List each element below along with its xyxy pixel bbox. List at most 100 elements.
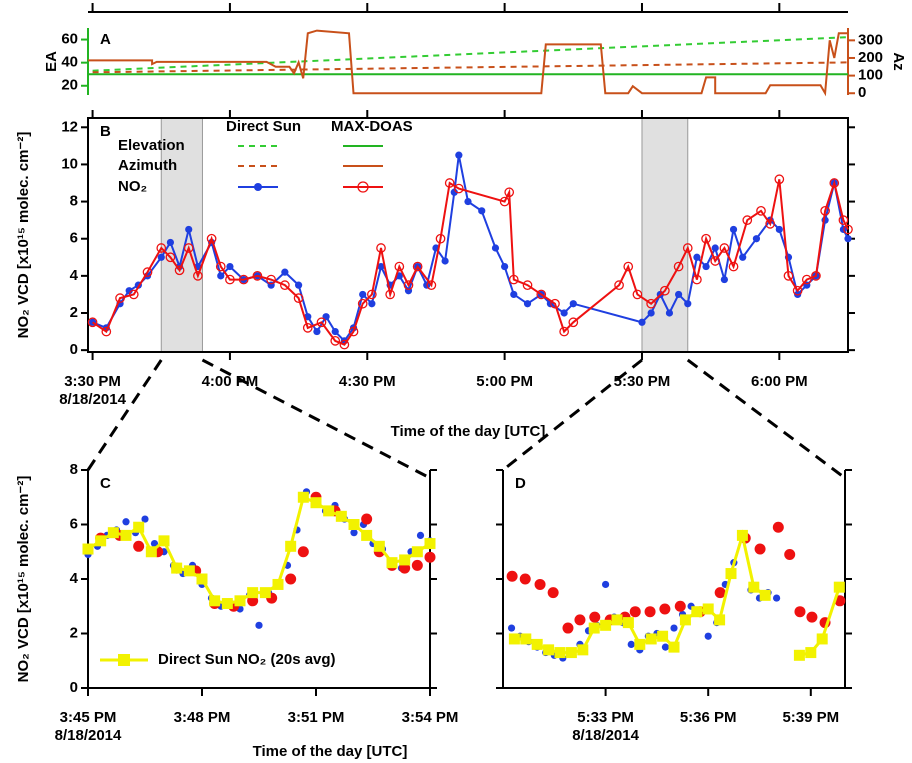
point xyxy=(508,274,519,285)
point xyxy=(682,243,693,253)
point xyxy=(285,540,297,552)
point xyxy=(464,197,472,206)
point xyxy=(297,491,309,503)
point xyxy=(661,643,670,651)
point xyxy=(719,243,730,253)
y-tick-label: 4 xyxy=(70,267,79,284)
point xyxy=(350,529,358,537)
legend-sample xyxy=(357,181,369,193)
y-axis-title: NO₂ VCD [x10¹⁵ molec. cm⁻²] xyxy=(15,476,32,683)
point xyxy=(125,287,133,295)
point xyxy=(820,206,830,216)
point xyxy=(367,289,377,300)
point xyxy=(634,638,646,650)
point xyxy=(399,554,411,566)
point xyxy=(833,581,845,593)
y-axis-title: EA xyxy=(43,51,60,72)
series-line xyxy=(92,179,849,346)
x-tick-label: 3:54 PM xyxy=(402,709,459,726)
point xyxy=(455,151,463,159)
point xyxy=(547,587,559,599)
point xyxy=(295,281,303,289)
point xyxy=(692,274,702,285)
point xyxy=(534,578,546,590)
point xyxy=(185,225,193,234)
y-tick-label: 60 xyxy=(61,31,78,48)
point xyxy=(206,233,217,244)
point xyxy=(560,309,568,317)
point xyxy=(748,581,760,593)
plot-series xyxy=(88,29,849,97)
point xyxy=(357,298,368,309)
point xyxy=(403,280,414,290)
point xyxy=(506,570,518,582)
point xyxy=(701,233,711,244)
point xyxy=(660,285,670,296)
point xyxy=(193,271,203,281)
point xyxy=(704,632,712,640)
panel-label: B xyxy=(100,123,111,140)
point xyxy=(588,622,600,634)
point xyxy=(507,624,516,632)
point xyxy=(623,261,634,272)
y-tick-label: 2 xyxy=(70,624,78,641)
point xyxy=(805,647,817,659)
point xyxy=(368,300,376,308)
point xyxy=(330,336,341,346)
point xyxy=(702,603,714,615)
point xyxy=(196,573,208,585)
point xyxy=(614,280,624,290)
point xyxy=(627,640,635,649)
point xyxy=(412,261,423,272)
zoom-connector xyxy=(502,358,643,472)
legend-row: NO₂ xyxy=(118,178,147,195)
y-tick-label: 0 xyxy=(70,679,78,696)
x-tick-label: 5:30 PM xyxy=(614,373,671,390)
point xyxy=(646,298,656,309)
point xyxy=(520,633,532,645)
legend-column: Direct Sun xyxy=(226,118,301,135)
point xyxy=(259,587,271,599)
point xyxy=(665,309,674,317)
y-tick-label: 4 xyxy=(70,570,79,587)
point xyxy=(120,529,132,541)
point xyxy=(209,595,221,607)
point xyxy=(714,587,726,599)
panel-label: A xyxy=(100,31,111,48)
point xyxy=(141,515,149,523)
point xyxy=(844,235,852,243)
x-tick-label: 3:45 PM xyxy=(60,709,117,726)
x-tick-date: 8/18/2014 xyxy=(572,727,639,744)
point xyxy=(266,274,276,285)
point xyxy=(702,262,710,271)
point xyxy=(729,225,738,234)
point xyxy=(156,243,167,253)
point xyxy=(386,557,398,569)
point xyxy=(361,513,373,525)
point xyxy=(426,280,437,290)
point xyxy=(281,268,289,276)
point xyxy=(675,290,683,299)
series-line xyxy=(92,61,849,74)
point xyxy=(215,261,226,272)
point xyxy=(101,326,112,337)
x-tick-label: 4:30 PM xyxy=(339,373,396,390)
point xyxy=(562,622,574,634)
x-tick-label: 3:48 PM xyxy=(174,709,231,726)
point xyxy=(394,261,405,272)
point xyxy=(424,538,436,550)
zoom-connector xyxy=(201,358,431,480)
point xyxy=(577,644,589,656)
zoom-connector xyxy=(86,359,163,471)
point xyxy=(247,587,259,599)
point xyxy=(115,293,125,303)
point xyxy=(158,535,170,547)
point xyxy=(691,606,703,618)
series-line xyxy=(88,29,848,97)
y2-tick-label: 0 xyxy=(858,84,866,101)
point xyxy=(754,543,766,555)
point xyxy=(510,290,518,299)
point xyxy=(725,568,737,580)
point xyxy=(742,215,753,225)
panel-label: D xyxy=(515,475,526,492)
